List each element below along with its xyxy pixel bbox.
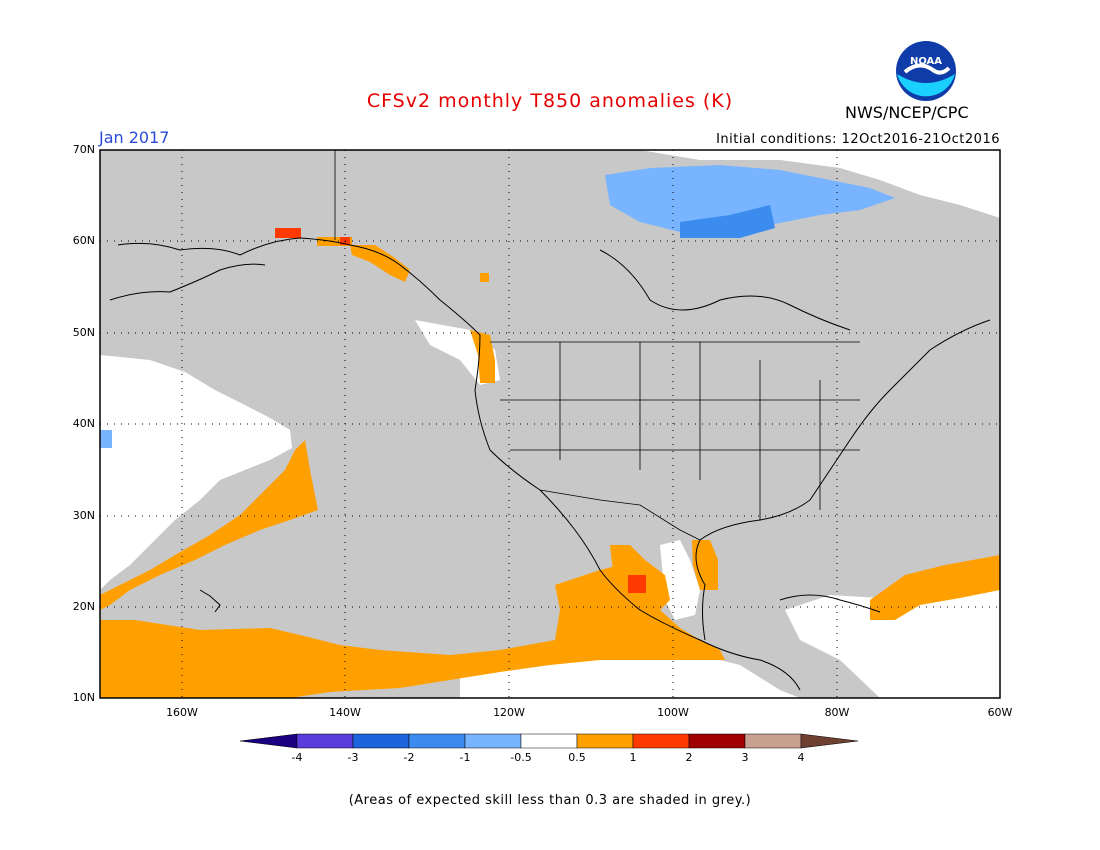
warm-anomaly-pnw [470,330,495,383]
lat-label: 20N [72,600,95,613]
chart-title: CFSv2 monthly T850 anomalies (K) [366,90,734,112]
colorbar [239,733,859,749]
colorbar-label: 0.5 [568,751,586,764]
colorbar-swatch [296,733,354,749]
agency-label: NWS/NCEP/CPC [845,103,969,122]
colorbar-label: -3 [347,751,359,764]
cool-anomaly-canada [605,165,895,232]
colorbar-label: 4 [797,751,805,764]
lat-label: 70N [72,143,95,156]
warm-anomaly-pacific-diagonal [100,440,318,610]
warm-anomaly-mexico-core [628,575,646,593]
warm-anomaly-gulf [692,540,718,590]
lon-label: 140W [329,706,361,719]
neutral-region-pacific [100,355,292,590]
grid-lines [100,150,1000,698]
lat-label: 60N [72,234,95,247]
forecast-month: Jan 2017 [99,128,170,147]
warm-anomaly-small [480,273,489,282]
lon-label: 60W [987,706,1013,719]
colorbar-swatch [464,733,522,749]
colorbar-label: -1 [459,751,471,764]
initial-conditions: Initial conditions: 12Oct2016-21Oct2016 [716,132,1000,147]
warm-anomaly-atlantic [870,555,1000,620]
cool-anomaly-canada-core [680,205,775,238]
map-frame [99,149,1001,699]
noaa-logo: NOAA [896,41,956,101]
neutral-region-caribbean [785,585,1000,698]
colorbar-label: -4 [291,751,303,764]
lat-label: 30N [72,509,95,522]
colorbar-swatch [520,733,578,749]
cool-anomaly-west-edge [100,430,112,448]
colorbar-low-arrow [239,733,298,749]
colorbar-swatch [688,733,746,749]
lon-label: 160W [166,706,198,719]
colorbar-label: -0.5 [510,751,532,764]
colorbar-high-arrow [800,733,859,749]
lon-label: 100W [657,706,689,719]
colorbar-label: 1 [629,751,637,764]
neutral-region-nw [415,320,500,385]
lat-label: 50N [72,326,95,339]
political-borders [334,150,860,541]
lat-label: 40N [72,417,95,430]
neutral-region-arctic [640,150,1000,218]
colorbar-label: 2 [685,751,693,764]
colorbar-swatch [352,733,410,749]
colorbar-swatch [744,733,802,749]
warm-anomaly-pacific-band [100,565,725,698]
skill-note: (Areas of expected skill less than 0.3 a… [348,793,752,808]
colorbar-swatch [408,733,466,749]
lat-label: 10N [72,691,95,704]
lon-label: 80W [824,706,850,719]
colorbar-swatch [632,733,690,749]
colorbar-swatch [576,733,634,749]
coastlines [109,237,991,691]
lon-label: 120W [493,706,525,719]
warm-anomaly-bc-coast [350,245,410,282]
colorbar-label: 3 [741,751,749,764]
logo-text: NOAA [910,56,942,67]
warm-anomaly-alaska-red [275,228,301,238]
colorbar-label: -2 [403,751,415,764]
